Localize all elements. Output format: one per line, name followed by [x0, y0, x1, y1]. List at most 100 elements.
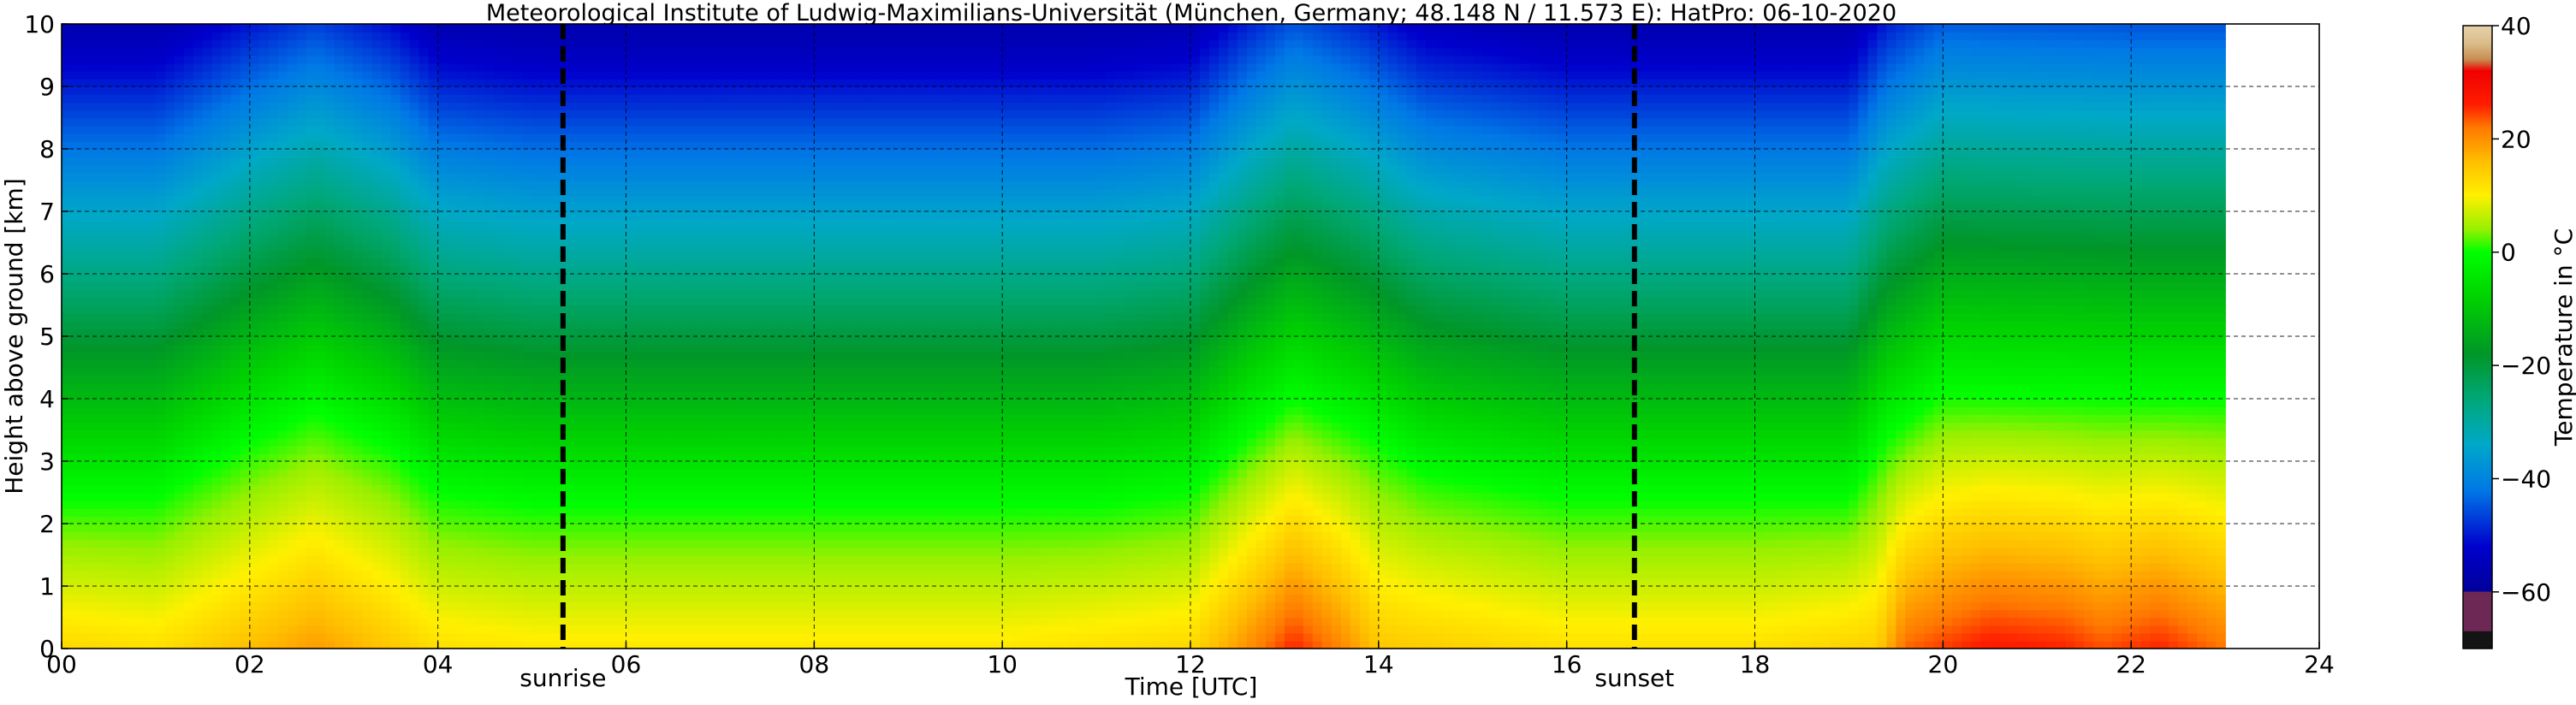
heatmap-cell: [277, 539, 288, 548]
heatmap-cell: [145, 172, 157, 181]
heatmap-cell: [164, 477, 175, 486]
heatmap-cell: [334, 110, 345, 119]
heatmap-cell: [531, 55, 543, 64]
heatmap-cell: [428, 78, 439, 87]
heatmap-cell: [193, 328, 204, 337]
heatmap-cell: [616, 219, 627, 228]
heatmap-cell: [569, 562, 580, 572]
heatmap-cell: [456, 24, 467, 33]
heatmap-cell: [183, 281, 194, 291]
heatmap-cell: [117, 617, 128, 626]
heatmap-cell: [193, 211, 204, 220]
heatmap-cell: [62, 586, 72, 595]
heatmap-cell: [117, 625, 128, 634]
heatmap-cell: [409, 390, 420, 400]
heatmap-cell: [117, 149, 128, 157]
heatmap-cell: [362, 507, 373, 517]
heatmap-cell: [230, 195, 241, 204]
heatmap-cell: [484, 352, 496, 361]
heatmap-cell: [428, 140, 439, 150]
heatmap-cell: [62, 289, 72, 299]
heatmap-cell: [136, 281, 147, 291]
heatmap-cell: [644, 617, 656, 626]
heatmap-cell: [409, 437, 420, 447]
heatmap-cell: [418, 367, 430, 376]
heatmap-cell: [362, 70, 373, 80]
heatmap-cell: [550, 453, 561, 462]
heatmap-cell: [108, 86, 119, 95]
heatmap-cell: [249, 477, 260, 486]
heatmap-cell: [597, 617, 608, 626]
heatmap-cell: [183, 399, 194, 407]
heatmap-cell: [277, 359, 288, 369]
heatmap-cell: [70, 78, 81, 87]
heatmap-cell: [362, 164, 373, 174]
heatmap-cell: [89, 547, 100, 556]
heatmap-cell: [117, 554, 128, 564]
heatmap-cell: [607, 500, 618, 509]
heatmap-cell: [390, 86, 401, 95]
heatmap-cell: [202, 484, 213, 494]
heatmap-cell: [193, 594, 204, 603]
heatmap-cell: [315, 375, 326, 384]
heatmap-cell: [644, 492, 656, 501]
heatmap-cell: [80, 461, 91, 470]
heatmap-cell: [277, 39, 288, 49]
heatmap-cell: [136, 547, 147, 556]
heatmap-cell: [174, 531, 185, 541]
heatmap-cell: [277, 547, 288, 556]
heatmap-cell: [531, 359, 543, 369]
heatmap-cell: [550, 578, 561, 587]
heatmap-cell: [475, 367, 486, 376]
heatmap-cell: [400, 227, 411, 236]
heatmap-cell: [550, 149, 561, 157]
heatmap-cell: [381, 47, 392, 56]
heatmap-cell: [456, 625, 467, 634]
heatmap-cell: [607, 578, 618, 587]
heatmap-cell: [409, 265, 420, 275]
heatmap-cell: [164, 500, 175, 509]
heatmap-cell: [513, 547, 524, 556]
heatmap-cell: [437, 125, 448, 134]
heatmap-cell: [108, 219, 119, 228]
heatmap-cell: [89, 640, 100, 649]
heatmap-cell: [635, 578, 646, 587]
heatmap-cell: [334, 133, 345, 142]
heatmap-cell: [164, 375, 175, 384]
heatmap-cell: [183, 227, 194, 236]
heatmap-cell: [475, 601, 486, 611]
heatmap-cell: [428, 312, 439, 322]
heatmap-cell: [400, 219, 411, 228]
heatmap-cell: [503, 211, 514, 220]
heatmap-cell: [531, 297, 543, 306]
heatmap-cell: [353, 367, 364, 376]
heatmap-cell: [136, 234, 147, 244]
heatmap-cell: [371, 78, 383, 87]
heatmap-cell: [287, 367, 298, 376]
heatmap-cell: [541, 570, 552, 579]
heatmap-cell: [202, 250, 213, 259]
heatmap-cell: [484, 640, 496, 649]
heatmap-cell: [409, 250, 420, 259]
heatmap-cell: [136, 625, 147, 634]
heatmap-cell: [174, 219, 185, 228]
heatmap-cell: [155, 453, 166, 462]
heatmap-cell: [315, 117, 326, 127]
heatmap-cell: [418, 344, 430, 353]
heatmap-cell: [174, 47, 185, 56]
heatmap-cell: [466, 492, 477, 501]
heatmap-cell: [258, 562, 270, 572]
heatmap-cell: [503, 180, 514, 189]
heatmap-cell: [466, 242, 477, 252]
heatmap-cell: [117, 289, 128, 299]
heatmap-cell: [202, 445, 213, 454]
heatmap-cell: [428, 375, 439, 384]
heatmap-cell: [202, 547, 213, 556]
heatmap-cell: [230, 344, 241, 353]
heatmap-cell: [428, 133, 439, 142]
heatmap-cell: [127, 461, 138, 470]
heatmap-cell: [183, 344, 194, 353]
heatmap-cell: [400, 250, 411, 259]
heatmap-cell: [136, 211, 147, 220]
heatmap-cell: [89, 399, 100, 407]
